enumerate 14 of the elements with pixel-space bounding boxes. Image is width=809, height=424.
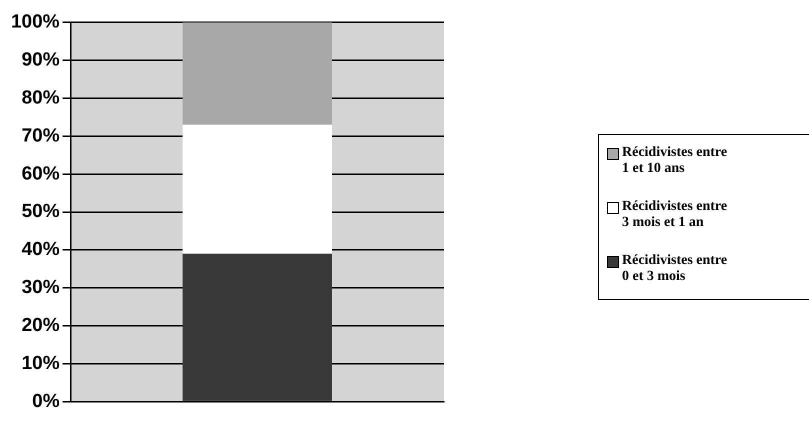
y-tick-label: 90% (22, 50, 60, 71)
y-tick-label: 40% (22, 239, 60, 260)
y-tick-label: 70% (22, 125, 60, 146)
y-tick-label: 60% (22, 163, 60, 184)
legend-label: Récidivistes entre 3 mois et 1 an (622, 199, 728, 231)
y-tick-label: 10% (22, 352, 60, 374)
y-tick-label: 30% (22, 277, 60, 298)
y-tick-label: 0% (32, 390, 60, 412)
y-tick-label: 50% (22, 201, 60, 222)
y-tick-label: 80% (22, 87, 60, 108)
y-tick-label: 20% (22, 314, 60, 336)
legend-label: Récidivistes entre 1 et 10 ans (622, 145, 728, 177)
legend-label: Récidivistes entre 0 et 3 mois (622, 253, 728, 285)
y-tick-label: 100% (10, 12, 60, 33)
